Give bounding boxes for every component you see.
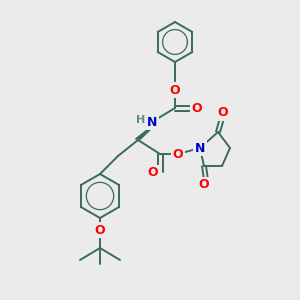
Text: N: N — [195, 142, 205, 154]
Polygon shape — [136, 127, 153, 139]
Text: N: N — [147, 116, 157, 128]
Text: O: O — [192, 101, 202, 115]
Text: O: O — [95, 224, 105, 236]
Text: H: H — [136, 115, 146, 125]
Text: O: O — [170, 83, 180, 97]
Text: O: O — [218, 106, 228, 119]
Text: O: O — [199, 178, 209, 191]
Text: O: O — [148, 167, 158, 179]
Text: O: O — [173, 148, 183, 160]
